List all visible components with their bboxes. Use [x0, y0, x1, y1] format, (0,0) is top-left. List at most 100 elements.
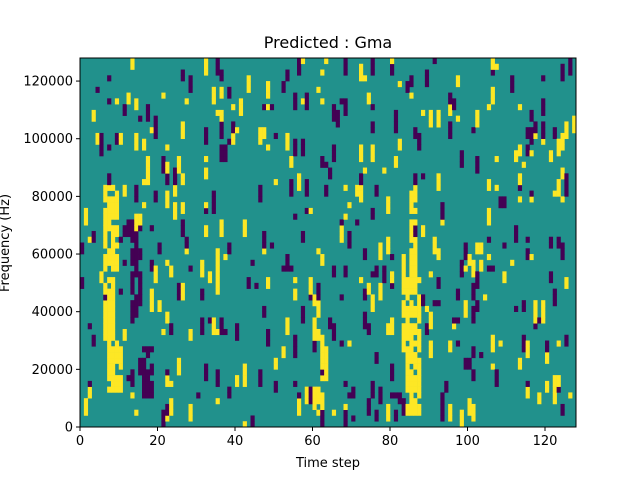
heatmap-cell — [525, 254, 530, 261]
heatmap-cell — [103, 196, 108, 203]
heatmap-cell — [308, 386, 313, 393]
heatmap-cell — [308, 392, 313, 399]
x-tick-label: 60 — [304, 434, 321, 449]
heatmap-cell — [405, 294, 410, 301]
heatmap-cell — [486, 265, 492, 272]
heatmap-cell — [548, 236, 554, 243]
heatmap-cell — [114, 242, 120, 249]
heatmap-cell — [258, 132, 263, 140]
heatmap-cell — [153, 277, 158, 284]
heatmap-cell — [219, 92, 224, 99]
plot-frame — [79, 57, 577, 428]
heatmap-cell — [390, 69, 395, 76]
heatmap-cell — [130, 236, 135, 243]
heatmap-cell — [83, 207, 89, 214]
heatmap-cell — [111, 386, 116, 393]
heatmap-cell — [397, 81, 402, 88]
heatmap-cell — [316, 409, 321, 416]
heatmap-cell — [390, 369, 395, 376]
heatmap-cell — [204, 369, 209, 376]
heatmap-cell — [393, 415, 399, 422]
heatmap-cell — [463, 248, 468, 255]
heatmap-cell — [165, 161, 170, 168]
heatmap-cell — [413, 127, 418, 134]
heatmap-cell — [440, 213, 445, 220]
heatmap-cell — [393, 409, 399, 416]
heatmap-cell — [436, 254, 441, 261]
heatmap-cell — [471, 311, 476, 318]
heatmap-cell — [486, 254, 492, 261]
heatmap-cell — [308, 277, 313, 284]
heatmap-cell — [262, 230, 267, 238]
heatmap-cell — [293, 352, 298, 359]
heatmap-cell — [428, 121, 433, 128]
heatmap-cell — [440, 219, 445, 226]
heatmap-cell — [366, 409, 371, 416]
y-tick-label: 20000 — [32, 363, 73, 378]
heatmap-cell — [541, 109, 546, 116]
heatmap-cell — [300, 58, 306, 65]
heatmap-cell — [293, 334, 298, 341]
heatmap-cell — [111, 346, 116, 353]
heatmap-cell — [118, 288, 123, 295]
heatmap-cell — [409, 334, 414, 341]
heatmap-cell — [300, 236, 306, 243]
heatmap-cell — [498, 202, 503, 209]
heatmap-cell — [215, 58, 220, 65]
heatmap-cell — [118, 357, 123, 364]
heatmap-cell — [490, 265, 495, 272]
heatmap-cell — [525, 380, 530, 387]
heatmap-cell — [455, 294, 461, 301]
heatmap-cell — [107, 207, 112, 214]
heatmap-cell — [130, 375, 135, 382]
heatmap-cell — [111, 242, 116, 249]
heatmap-cell — [204, 63, 209, 70]
heatmap-cell — [525, 340, 530, 347]
heatmap-cell — [409, 398, 414, 405]
heatmap-cell — [359, 63, 364, 70]
heatmap-cell — [471, 317, 476, 324]
heatmap-cell — [258, 369, 263, 376]
heatmap-cell — [362, 248, 368, 255]
heatmap-cell — [541, 127, 546, 134]
heatmap-cell — [560, 248, 565, 255]
heatmap-cell — [297, 403, 302, 411]
heatmap-cell — [145, 173, 151, 180]
heatmap-cell — [370, 305, 375, 312]
heatmap-cell — [486, 207, 492, 214]
heatmap-cell — [324, 375, 329, 382]
heatmap-cell — [517, 184, 523, 191]
heatmap-cell — [529, 150, 534, 157]
heatmap-cell — [320, 69, 325, 76]
heatmap-cell — [390, 328, 395, 336]
heatmap-cell — [510, 75, 515, 82]
y-tick-label: 40000 — [32, 305, 73, 320]
heatmap-cell — [111, 202, 116, 209]
heatmap-cell — [204, 69, 209, 76]
heatmap-cell — [471, 369, 476, 376]
heatmap-cell — [215, 109, 220, 116]
heatmap-cell — [525, 346, 530, 353]
heatmap-cell — [204, 156, 209, 163]
heatmap-cell — [176, 288, 182, 295]
heatmap-cell — [533, 323, 538, 330]
heatmap-cell — [211, 323, 216, 330]
heatmap-cell — [343, 403, 348, 411]
heatmap-cell — [533, 127, 538, 134]
heatmap-cell — [548, 271, 554, 278]
heatmap-cell — [293, 288, 298, 295]
heatmap-cell — [107, 259, 112, 266]
heatmap-cell — [564, 179, 569, 186]
heatmap-cell — [409, 380, 414, 387]
heatmap-cell — [533, 317, 538, 324]
heatmap-cell — [436, 121, 441, 128]
heatmap-cell — [153, 271, 158, 278]
heatmap-cell — [114, 138, 120, 145]
heatmap-cell — [211, 202, 216, 209]
heatmap-cell — [324, 184, 329, 191]
heatmap-cell — [111, 352, 116, 359]
heatmap-cell — [219, 156, 224, 163]
heatmap-cell — [564, 282, 569, 289]
heatmap-cell — [316, 294, 321, 301]
heatmap-cell — [111, 236, 116, 243]
